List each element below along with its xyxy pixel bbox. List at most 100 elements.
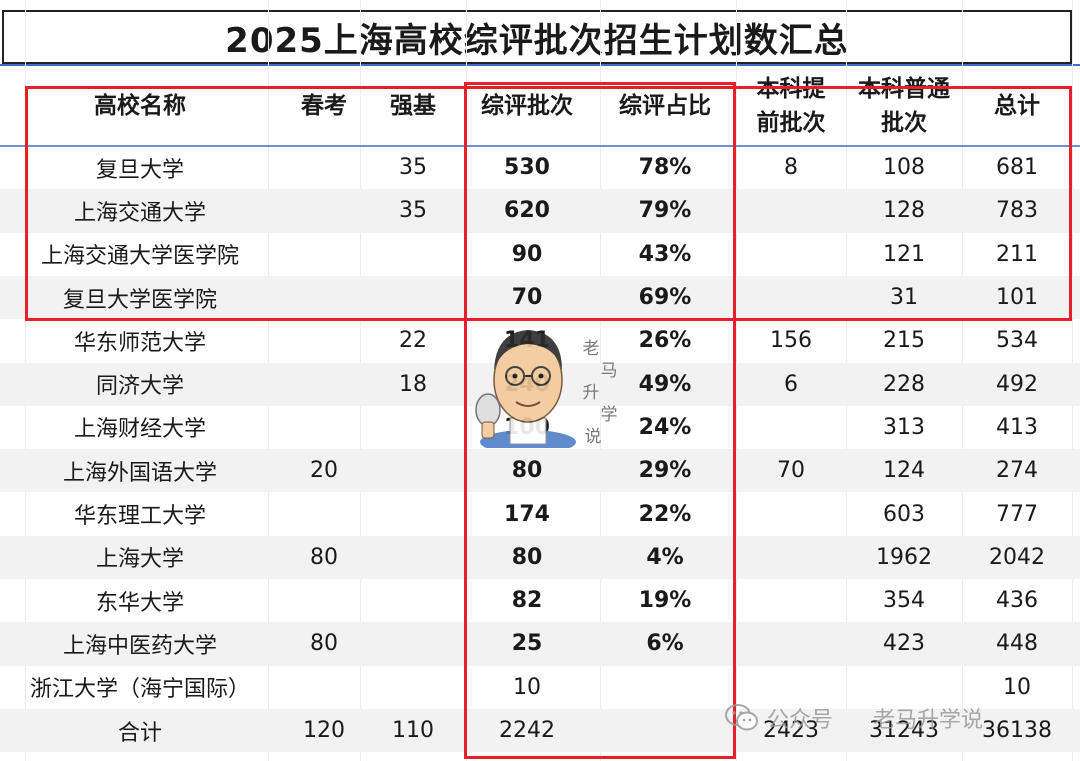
table-cell: 82 xyxy=(511,588,543,614)
table-cell: 6% xyxy=(646,631,684,657)
table-cell: 80 xyxy=(310,544,338,570)
table-cell: 128 xyxy=(883,198,925,224)
avatar-caption-char: 升 xyxy=(582,383,600,403)
column-header: 强基 xyxy=(390,93,436,119)
table-cell: 2423 xyxy=(763,718,819,744)
table-row: 上海外国语大学 20 80 29% 70 124 274 xyxy=(0,449,1080,493)
table-cell: 31243 xyxy=(869,718,939,744)
table-cell: 436 xyxy=(996,588,1038,614)
table-cell: 211 xyxy=(996,241,1038,267)
table-row: 浙江大学（海宁国际） 10 10 xyxy=(0,666,1080,709)
table-cell: 18 xyxy=(399,371,427,397)
table-cell xyxy=(360,492,466,535)
watermark: 公众号 老马升学说 xyxy=(725,698,983,738)
table-cell: 354 xyxy=(883,588,925,614)
school-name-cell: 复旦大学 xyxy=(95,157,184,183)
header-divider xyxy=(0,145,1080,147)
highlight-box-top-schools xyxy=(25,86,1072,321)
table-cell: 534 xyxy=(996,328,1038,354)
table-cell: 36138 xyxy=(982,718,1052,744)
column-header: 本科普通 批次 xyxy=(858,76,950,136)
highlight-box-zongping-column xyxy=(464,82,736,759)
school-name-cell: 上海外国语大学 xyxy=(62,460,217,486)
table-cell: 25 xyxy=(511,631,543,657)
table-cell: 2042 xyxy=(989,544,1045,570)
table-cell: 681 xyxy=(996,155,1038,181)
table-cell xyxy=(736,579,846,622)
table-cell: 124 xyxy=(883,458,925,484)
table-cell: 101 xyxy=(996,285,1038,311)
table-cell: 69% xyxy=(638,285,692,311)
table-cell: 24% xyxy=(638,414,692,440)
table-cell: 6 xyxy=(784,371,798,397)
table-cell: 80 xyxy=(310,631,338,657)
column-header: 春考 xyxy=(301,93,347,119)
table-cell: 156 xyxy=(770,328,812,354)
table-cell: 20 xyxy=(310,458,338,484)
column-header: 总计 xyxy=(994,93,1040,119)
table-cell xyxy=(736,622,846,665)
column-header: 高校名称 xyxy=(94,93,186,119)
table-row: 华东理工大学 174 22% 603 777 xyxy=(0,492,1080,535)
table-cell: 603 xyxy=(883,501,925,527)
table-cell: 8 xyxy=(784,155,798,181)
table-cell: 90 xyxy=(511,241,543,267)
table-cell xyxy=(360,406,466,449)
table-row: 上海交通大学医学院 90 43% 121 211 xyxy=(0,233,1080,276)
school-name-cell: 上海中医药大学 xyxy=(62,633,217,659)
school-name-cell: 同济大学 xyxy=(95,374,184,400)
school-name-cell: 东华大学 xyxy=(95,590,184,616)
column-header: 综评批次 xyxy=(481,93,573,119)
table-cell xyxy=(360,536,466,579)
table-cell: 2242 xyxy=(499,718,555,744)
table-cell: 1962 xyxy=(876,544,932,570)
table-cell: 228 xyxy=(883,371,925,397)
table-cell xyxy=(360,622,466,665)
table-cell: 423 xyxy=(883,631,925,657)
table-cell: 492 xyxy=(996,371,1038,397)
table-cell: 108 xyxy=(883,155,925,181)
table-cell: 313 xyxy=(883,414,925,440)
table-cell xyxy=(736,492,846,535)
table-row: 复旦大学医学院 70 69% 31 101 xyxy=(0,275,1080,320)
table-row: 上海交通大学 35 620 79% 128 783 xyxy=(0,189,1080,233)
table-cell: 274 xyxy=(996,458,1038,484)
table-cell: 31 xyxy=(890,285,918,311)
table-title: 2025上海高校综评批次招生计划数汇总 xyxy=(2,10,1072,64)
column-header: 本科提 前批次 xyxy=(756,76,826,136)
table-cell: 22 xyxy=(399,328,427,354)
table-row: 东华大学 82 19% 354 436 xyxy=(0,579,1080,622)
table-cell: 620 xyxy=(504,198,550,224)
school-name-cell: 华东理工大学 xyxy=(73,504,206,530)
table-cell: 49% xyxy=(638,371,692,397)
table-cell xyxy=(360,579,466,622)
table-cell: 29% xyxy=(638,458,692,484)
table-cell: 80 xyxy=(511,544,543,570)
school-name-cell: 上海财经大学 xyxy=(73,417,206,443)
table-cell: 413 xyxy=(996,414,1038,440)
table-cell: 10 xyxy=(1003,674,1031,700)
school-name-cell: 合计 xyxy=(117,720,162,746)
table-cell: 80 xyxy=(511,458,543,484)
table-cell xyxy=(360,449,466,492)
table-cell: 10 xyxy=(513,674,541,700)
table-cell: 70 xyxy=(511,285,543,311)
avatar-caption-char: 学 xyxy=(600,405,618,425)
table-cell: 19% xyxy=(638,588,692,614)
wechat-icon xyxy=(725,704,758,731)
table-row: 上海中医药大学 80 25 6% 423 448 xyxy=(0,622,1080,666)
table-cell: 121 xyxy=(883,241,925,267)
table-cell: 174 xyxy=(504,501,550,527)
school-name-cell: 浙江大学（海宁国际） xyxy=(29,677,250,703)
table-cell: 448 xyxy=(996,631,1038,657)
school-name-cell: 华东师范大学 xyxy=(73,330,206,356)
table-cell: 43% xyxy=(638,241,692,267)
column-header: 综评占比 xyxy=(619,93,711,119)
table-row: 上海大学 80 80 4% 1962 2042 xyxy=(0,535,1080,579)
watermark-text-right: 老马升学说 xyxy=(873,708,984,733)
table-cell: 70 xyxy=(777,458,805,484)
table-cell: 35 xyxy=(399,155,427,181)
avatar-caption-char: 说 xyxy=(584,427,602,447)
table-row: 复旦大学 35 530 78% 8 108 681 xyxy=(0,146,1080,189)
